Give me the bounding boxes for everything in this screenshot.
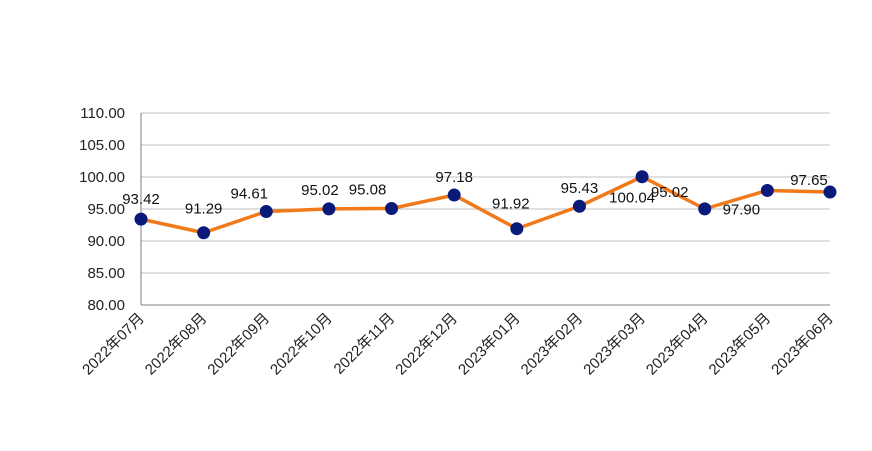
- x-tick-label: 2022年08月: [142, 310, 211, 379]
- data-label: 95.43: [561, 180, 599, 197]
- data-labels: 93.42 91.29 94.61 95.02 95.08 97.18 91.92 95.43…: [122, 169, 828, 218]
- x-tick-label: 2023年06月: [768, 310, 837, 379]
- y-tick-label: 90.00: [87, 233, 125, 250]
- data-label: 95.02: [651, 184, 689, 201]
- x-tick-label: 2022年07月: [79, 310, 148, 379]
- y-tick-label: 85.00: [87, 265, 125, 282]
- data-point: [698, 202, 712, 216]
- x-tick-label: 2022年10月: [267, 310, 336, 379]
- x-tick-label: 2023年02月: [518, 310, 587, 379]
- data-label: 95.02: [301, 182, 339, 199]
- series-line: [140, 174, 831, 235]
- data-point: [447, 188, 461, 202]
- y-tick-label: 105.00: [79, 137, 125, 154]
- x-tick-label: 2022年09月: [204, 310, 273, 379]
- y-tick-label: 110.00: [80, 105, 125, 122]
- data-point: [134, 212, 148, 226]
- data-label: 95.08: [349, 181, 387, 198]
- data-label: 91.29: [185, 201, 223, 218]
- data-label: 97.90: [723, 201, 761, 218]
- y-tick-label: 80.00: [87, 297, 125, 314]
- data-label: 91.92: [492, 196, 530, 213]
- y-tick-label: 100.00: [79, 169, 125, 186]
- x-tick-label: 2023年05月: [706, 310, 775, 379]
- data-point: [760, 183, 774, 197]
- data-point: [385, 201, 399, 215]
- data-label: 94.61: [230, 185, 268, 202]
- data-point: [197, 226, 211, 240]
- x-tick-label: 2023年01月: [455, 310, 524, 379]
- data-point: [635, 170, 649, 184]
- data-point: [823, 185, 837, 199]
- x-tick-label: 2022年11月: [331, 310, 399, 378]
- x-tick-label: 2023年03月: [580, 310, 649, 379]
- y-axis: 80.00 85.00 90.00 95.00 100.00 105.00 110.00: [79, 105, 142, 314]
- data-label: 97.18: [435, 169, 473, 186]
- grid-lines: [141, 112, 830, 306]
- x-tick-label: 2022年12月: [392, 310, 461, 379]
- data-point: [322, 202, 336, 216]
- series: [134, 170, 837, 240]
- data-point: [259, 204, 273, 218]
- data-point: [510, 222, 524, 236]
- data-label: 97.65: [790, 172, 828, 189]
- data-label: 100.04: [609, 190, 655, 207]
- y-tick-label: 95.00: [87, 201, 125, 218]
- x-tick-label: 2023年04月: [643, 310, 712, 379]
- data-label: 93.42: [122, 191, 160, 208]
- data-point: [572, 199, 586, 213]
- x-axis: 2022年07月2022年08月2022年09月2022年10月2022年11月…: [79, 304, 837, 379]
